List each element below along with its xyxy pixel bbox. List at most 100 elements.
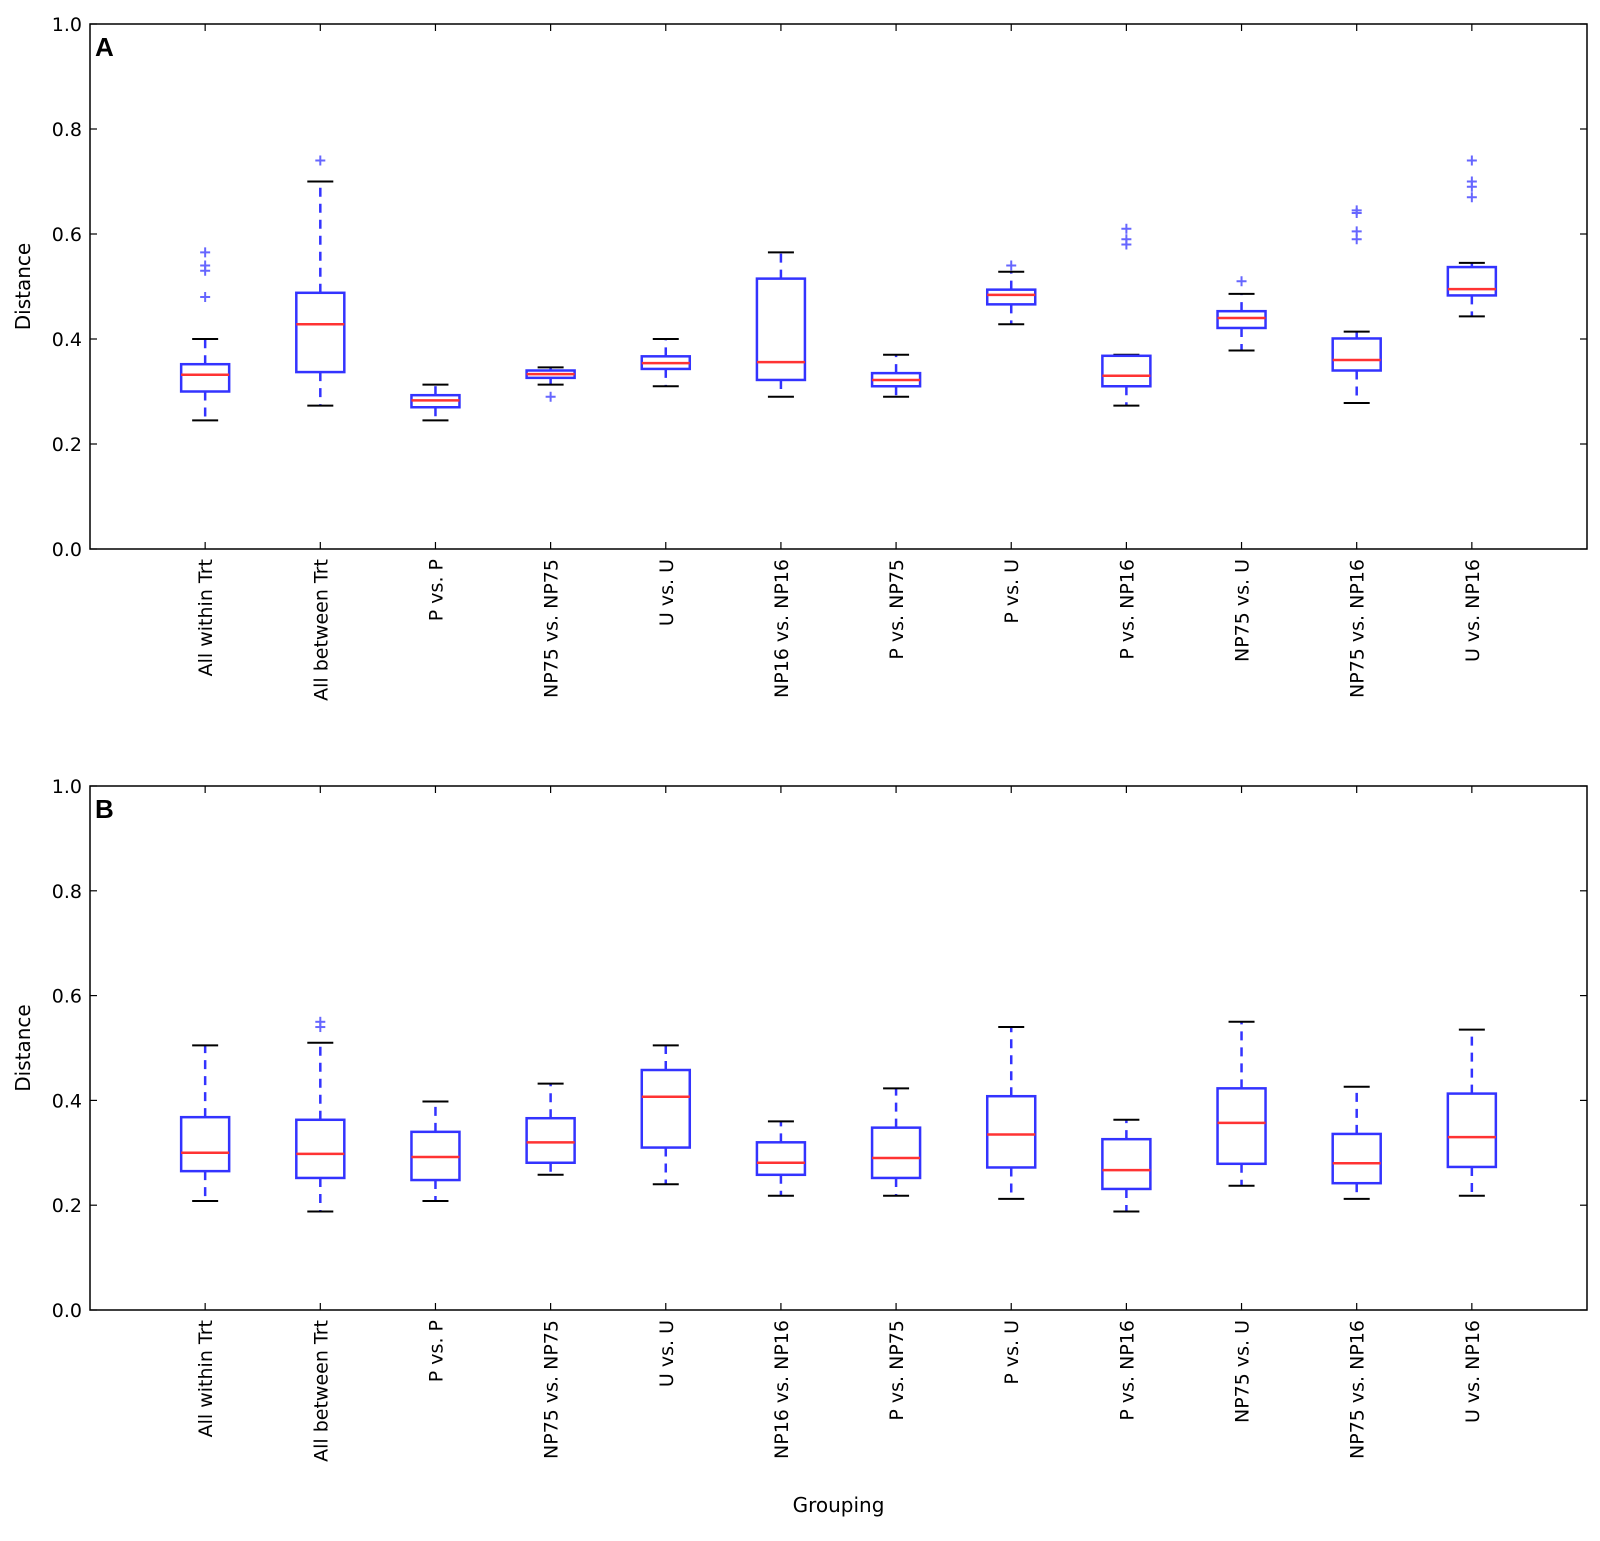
category-label: All within Trt	[195, 1320, 217, 1437]
box	[295, 1118, 346, 1180]
category-label: P vs. NP16	[1116, 559, 1138, 660]
box-group	[1216, 276, 1267, 352]
box	[179, 1115, 231, 1173]
box-group	[295, 1016, 346, 1213]
box-group	[870, 1087, 922, 1197]
flier-point	[545, 391, 556, 402]
category-label: NP75 vs. NP16	[1347, 559, 1369, 698]
box-group	[179, 247, 231, 422]
box-group	[1101, 1118, 1152, 1213]
y-tick-label: 0.8	[52, 881, 82, 903]
category-label: NP16 vs. NP16	[771, 1320, 793, 1459]
y-tick-label: 0.6	[52, 224, 82, 246]
flier-point	[200, 247, 211, 258]
flier-point	[1466, 176, 1477, 187]
box	[870, 1126, 922, 1180]
panel-b: 0.0 0.2 0.4 0.6 0.8 1.0 Distance B All within Tr…	[11, 776, 1588, 1517]
box-group	[295, 155, 346, 407]
panel-a: 0.0 0.2 0.4 0.6 0.8 1.0 Distance A All within Tr…	[11, 14, 1588, 701]
box	[755, 277, 807, 382]
category-label: NP75 vs. NP75	[541, 1320, 563, 1459]
category-label: All between Trt	[310, 559, 332, 701]
x-axis-title: Grouping	[793, 1493, 885, 1517]
box	[1331, 1132, 1382, 1185]
y-tick-label: 0.2	[52, 434, 82, 456]
box-group	[640, 1044, 692, 1186]
y-tick-label: 0.0	[52, 539, 82, 561]
y-tick-label: 0.2	[52, 1195, 82, 1217]
box-group	[985, 1026, 1037, 1200]
box-group	[755, 251, 807, 398]
box	[525, 1116, 576, 1165]
box-group	[1446, 155, 1498, 318]
box-group	[870, 353, 922, 398]
box-group	[410, 383, 461, 422]
box	[1101, 1137, 1152, 1191]
y-tick-label: 0.4	[52, 329, 82, 351]
box	[985, 1094, 1037, 1169]
category-label: All within Trt	[195, 559, 217, 676]
category-label: P vs. NP75	[886, 559, 908, 660]
box-group	[525, 366, 576, 402]
box	[1216, 309, 1267, 330]
category-label: U vs. NP16	[1462, 1320, 1484, 1423]
box	[1216, 1087, 1267, 1166]
box-group	[1331, 205, 1382, 405]
category-label: P vs. U	[1001, 559, 1023, 624]
category-label: All between Trt	[310, 1320, 332, 1462]
y-tick-label: 1.0	[52, 14, 82, 36]
plot-frame	[89, 23, 1588, 550]
panel-letter: B	[95, 794, 114, 824]
category-label: NP75 vs. U	[1232, 1320, 1254, 1423]
flier-point	[315, 1016, 326, 1027]
flier-point	[1351, 205, 1362, 216]
panel-letter: A	[95, 32, 114, 62]
y-tick-label: 0.6	[52, 986, 82, 1008]
box-group	[1101, 223, 1152, 407]
flier-point	[1351, 226, 1362, 237]
flier-point	[200, 292, 211, 302]
category-label: U vs. NP16	[1462, 559, 1484, 662]
box	[1331, 337, 1382, 372]
box	[640, 1068, 692, 1149]
category-label: P vs. U	[1001, 1320, 1023, 1385]
flier-point	[200, 260, 211, 271]
box	[1446, 1092, 1498, 1169]
flier-point	[1121, 223, 1132, 234]
box	[1446, 265, 1498, 297]
box	[179, 362, 231, 393]
category-label: P vs. P	[425, 559, 447, 621]
flier-point	[315, 155, 326, 166]
category-label: NP16 vs. NP16	[771, 559, 793, 698]
box	[755, 1141, 807, 1177]
box	[985, 288, 1037, 306]
category-label: P vs. NP75	[886, 1320, 908, 1421]
flier-point	[1466, 155, 1477, 166]
flier-point	[1006, 260, 1017, 271]
y-tick-label: 0.8	[52, 119, 82, 141]
category-label: NP75 vs. NP75	[541, 559, 563, 698]
category-label: U vs. U	[656, 559, 678, 626]
y-axis-title: Distance	[11, 243, 35, 330]
box-group	[1216, 1020, 1267, 1187]
box-group	[985, 260, 1037, 326]
box-group	[410, 1100, 461, 1203]
box-group	[755, 1120, 807, 1197]
category-label: P vs. NP16	[1116, 1320, 1138, 1421]
box-group	[179, 1044, 231, 1203]
y-tick-label: 0.4	[52, 1090, 82, 1112]
category-label: U vs. U	[656, 1320, 678, 1387]
box	[1101, 354, 1152, 388]
box-group	[640, 338, 692, 388]
category-label: NP75 vs. NP16	[1347, 1320, 1369, 1459]
plot-frame	[89, 785, 1588, 1311]
flier-point	[1121, 234, 1132, 245]
y-tick-label: 0.0	[52, 1300, 82, 1322]
y-axis-title: Distance	[11, 1004, 35, 1091]
box-group	[1446, 1028, 1498, 1197]
box-group	[525, 1082, 576, 1176]
y-tick-label: 1.0	[52, 776, 82, 798]
category-label: P vs. P	[425, 1320, 447, 1382]
